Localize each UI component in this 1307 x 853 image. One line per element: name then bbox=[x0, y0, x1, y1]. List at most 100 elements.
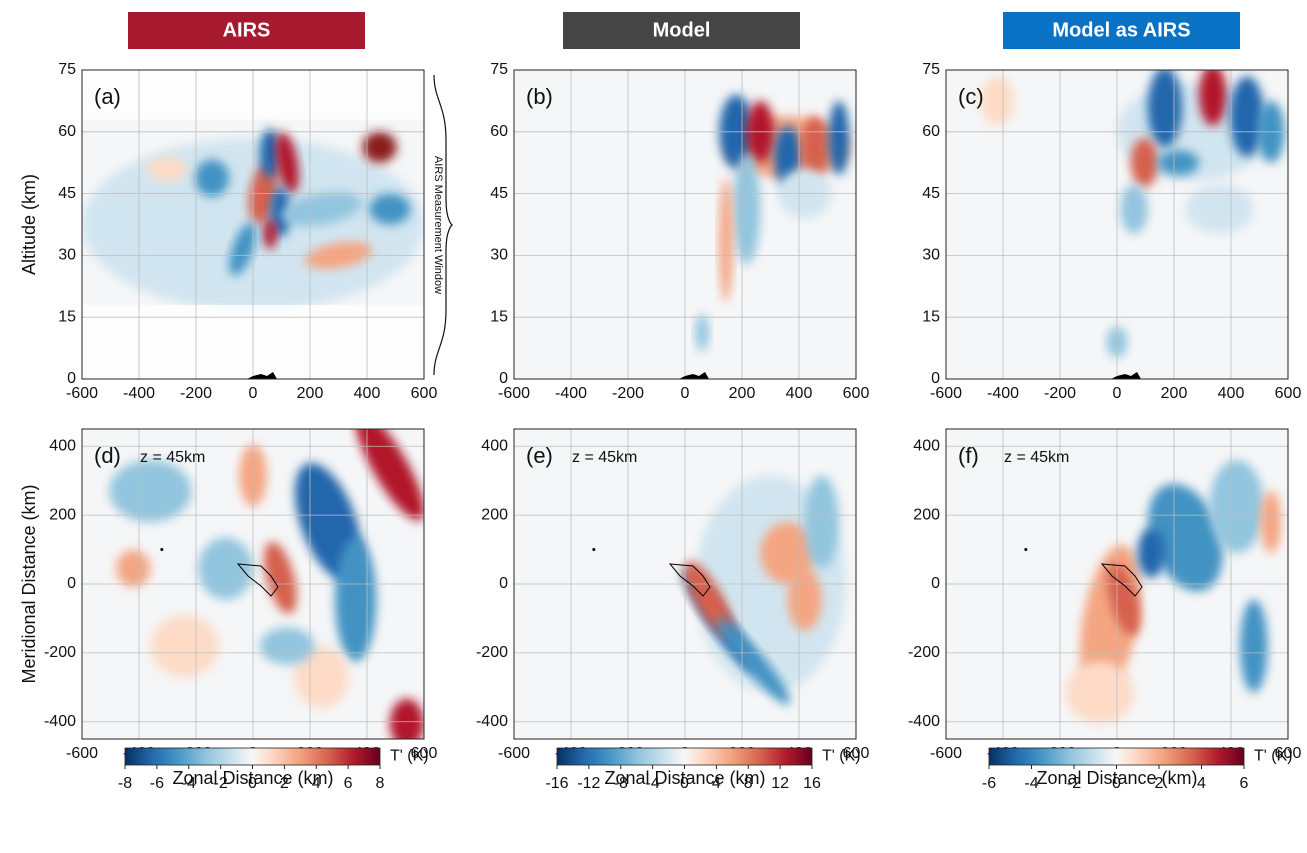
field-blob bbox=[263, 218, 277, 250]
field-blob bbox=[362, 131, 397, 163]
field-blob bbox=[801, 116, 829, 179]
plot-frame bbox=[945, 69, 1289, 380]
colorbar-tick-label: 6 bbox=[344, 775, 353, 792]
field-blob bbox=[1120, 184, 1148, 234]
x-axis-label: Zonal Distance (km) bbox=[604, 768, 765, 788]
header-box bbox=[1003, 12, 1240, 49]
y-tick-label: 75 bbox=[490, 61, 508, 78]
field-blob bbox=[150, 615, 219, 677]
field-blob bbox=[1229, 76, 1265, 157]
x-tick-label: -400 bbox=[987, 385, 1019, 402]
colorbar-tick-label: 12 bbox=[771, 775, 789, 792]
y-tick-label: 200 bbox=[913, 506, 940, 523]
y-axis-label: Altitude (km) bbox=[19, 174, 39, 275]
field-blob bbox=[804, 475, 839, 569]
header-title: AIRS bbox=[223, 19, 271, 41]
panel: -600-400-2000200400600-400-2000200400(d)… bbox=[19, 428, 437, 792]
x-tick-label: 0 bbox=[681, 385, 690, 402]
field-blob bbox=[355, 429, 424, 521]
colorbar bbox=[124, 747, 381, 766]
x-tick-label: -200 bbox=[1044, 385, 1076, 402]
colorbar-tick-label: 4 bbox=[1197, 775, 1206, 792]
x-tick-label: 200 bbox=[729, 385, 756, 402]
y-tick-label: 0 bbox=[931, 575, 940, 592]
header-title: Model bbox=[653, 19, 711, 41]
x-tick-label: 400 bbox=[1218, 385, 1245, 402]
x-tick-label: 600 bbox=[1275, 385, 1302, 402]
field-blob bbox=[294, 646, 349, 708]
colorbar-tick-label: -16 bbox=[545, 775, 568, 792]
field-blob bbox=[1130, 137, 1159, 188]
y-tick-label: 15 bbox=[490, 308, 508, 325]
x-tick-label: -600 bbox=[66, 385, 98, 402]
y-tick-label: 75 bbox=[922, 61, 940, 78]
y-tick-label: 30 bbox=[490, 247, 508, 264]
field-blob bbox=[194, 159, 230, 197]
field-blob bbox=[1147, 70, 1182, 148]
colorbar-tick-label: 4 bbox=[312, 775, 321, 792]
x-tick-label: 200 bbox=[297, 385, 324, 402]
colorbar-tick-label: -4 bbox=[1024, 775, 1038, 792]
field-blob bbox=[109, 460, 192, 522]
panel-label: (d) bbox=[94, 443, 121, 468]
x-axis-label: Zonal Distance (km) bbox=[172, 768, 333, 788]
field-blob bbox=[719, 178, 733, 302]
field-blob bbox=[1199, 70, 1227, 126]
y-tick-label: 30 bbox=[922, 247, 940, 264]
colorbar-label: T' (K) bbox=[822, 748, 861, 765]
field-blob bbox=[980, 76, 1015, 126]
header-title: Model as AIRS bbox=[1052, 19, 1190, 41]
x-tick-label: 400 bbox=[786, 385, 813, 402]
field-blob bbox=[1148, 483, 1223, 592]
y-tick-label: 60 bbox=[58, 123, 76, 140]
colorbar-tick-label: -12 bbox=[577, 775, 600, 792]
y-tick-label: 0 bbox=[499, 370, 508, 387]
colorbar bbox=[556, 747, 813, 766]
terrain bbox=[247, 372, 277, 379]
panel-label: (c) bbox=[958, 84, 984, 109]
colorbar-tick-label: -6 bbox=[982, 775, 996, 792]
y-tick-label: -200 bbox=[908, 644, 940, 661]
panel: -600 -400 -200 0 200 400 600 0 15 30 45 60 75 (b) bbox=[490, 61, 869, 402]
colorbar-tick-label: -4 bbox=[182, 775, 196, 792]
y-tick-label: 200 bbox=[49, 506, 76, 523]
y-tick-label: 45 bbox=[922, 185, 940, 202]
annotation: AIRS Measurement Window bbox=[432, 156, 444, 294]
colorbar-label: T' (K) bbox=[1254, 748, 1293, 765]
field-blob bbox=[1185, 184, 1254, 234]
y-tick-label: 15 bbox=[58, 308, 76, 325]
x-tick-label: -200 bbox=[612, 385, 644, 402]
annotation: z = 45km bbox=[572, 449, 637, 466]
panel-label: (a) bbox=[94, 84, 121, 109]
x-tick-label: -600 bbox=[66, 745, 98, 762]
field-blob bbox=[732, 153, 761, 265]
field-blob bbox=[1065, 661, 1135, 724]
panel-label: (b) bbox=[526, 84, 553, 109]
y-tick-label: 400 bbox=[49, 437, 76, 454]
field-blob bbox=[1137, 528, 1165, 578]
y-tick-label: 200 bbox=[481, 506, 508, 523]
colorbar-label: T' (K) bbox=[390, 748, 429, 765]
y-tick-label: -400 bbox=[908, 713, 940, 730]
brace bbox=[433, 74, 453, 376]
field-blob bbox=[146, 156, 189, 182]
x-tick-label: -400 bbox=[123, 385, 155, 402]
x-tick-label: -600 bbox=[498, 745, 530, 762]
panel-label: (f) bbox=[958, 443, 979, 468]
field-blob bbox=[695, 314, 709, 352]
field-blob bbox=[369, 193, 411, 225]
y-tick-label: 400 bbox=[913, 437, 940, 454]
field-blob bbox=[259, 627, 315, 665]
colorbar-tick-label: 4 bbox=[712, 775, 721, 792]
terrain bbox=[1111, 372, 1141, 379]
header-box bbox=[128, 12, 365, 49]
field-blob bbox=[787, 568, 822, 631]
field-blob bbox=[716, 618, 791, 705]
coastline bbox=[236, 563, 279, 597]
colorbar-tick-label: 0 bbox=[1112, 775, 1121, 792]
y-tick-label: 45 bbox=[58, 185, 76, 202]
x-tick-label: 400 bbox=[354, 385, 381, 402]
y-tick-label: 30 bbox=[58, 247, 76, 264]
